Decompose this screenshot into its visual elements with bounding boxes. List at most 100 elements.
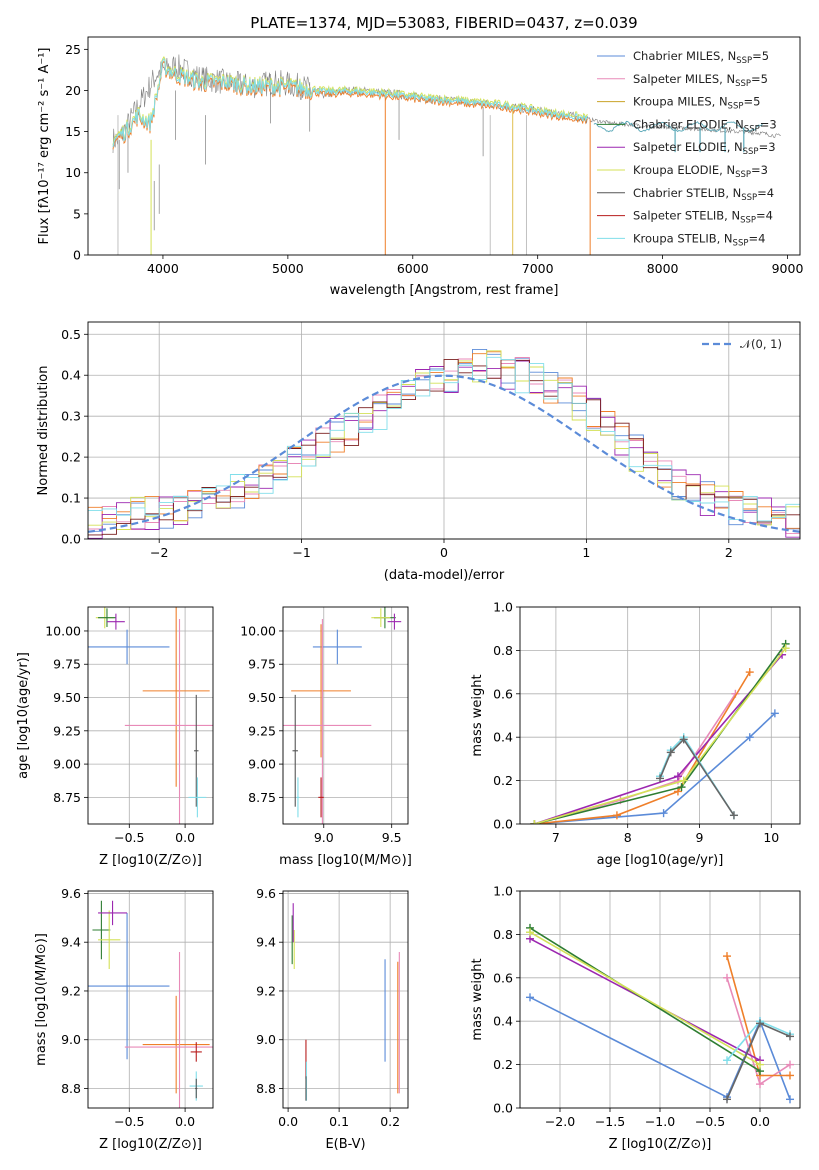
legend-entry: Kroupa ELODIE, NSSP=3: [633, 163, 768, 180]
x-axis-label: Z [log10(Z/Z⊙)]: [99, 853, 202, 868]
y-tick-label: 9.00: [248, 757, 276, 772]
x-tick-label: −2: [150, 545, 168, 560]
y-tick-label: 9.6: [256, 886, 276, 901]
y-tick-label: 8.8: [61, 1081, 81, 1096]
age-vs-Z-points: [88, 607, 213, 824]
y-tick-label: 0.4: [493, 1014, 513, 1029]
x-tick-label: 8000: [647, 261, 679, 276]
mass-weight-vs-age-axes: [516, 606, 800, 828]
residual-histograms: [88, 348, 800, 539]
x-tick-label: 7000: [522, 261, 554, 276]
residual-legend: 𝒩(0, 1): [702, 337, 782, 351]
model-spectrum-cyan: [112, 57, 588, 148]
x-tick-label: 9: [696, 830, 704, 845]
mass-vs-ebv-points: [291, 903, 400, 1101]
y-tick-label: 0.2: [493, 1057, 513, 1072]
y-tick-label: 9.25: [248, 723, 276, 738]
y-axis-label: mass weight: [470, 674, 485, 756]
mass-vs-Z-axes: [84, 891, 213, 1112]
y-tick-label: 9.2: [61, 983, 81, 998]
y-tick-label: 9.50: [53, 690, 81, 705]
y-tick-label: 9.00: [53, 757, 81, 772]
y-axis-label: mass weight: [470, 958, 485, 1040]
mass-weight-vs-Z-frame: [519, 890, 801, 1109]
model-spectrum-tail: [593, 120, 763, 133]
y-tick-label: 0.2: [61, 450, 81, 465]
spectrum-lines: [112, 54, 781, 255]
age-vs-mass-frame: [282, 606, 409, 825]
x-tick-label: 2: [725, 545, 733, 560]
x-tick-label: 9.0: [314, 830, 334, 845]
weight-line: [529, 931, 761, 1066]
legend-entry: Chabrier ELODIE, NSSP=3: [633, 117, 777, 134]
legend-entry: Salpeter STELIB, NSSP=4: [633, 209, 773, 226]
weight-line: [529, 996, 791, 1100]
x-tick-label: 0.2: [380, 1114, 400, 1129]
x-tick-label: 9.5: [382, 830, 402, 845]
weight-line: [534, 643, 787, 824]
spectrum-legend: Chabrier MILES, NSSP=5 Salpeter MILES, NS…: [597, 49, 777, 248]
age-vs-mass-points: [283, 607, 402, 824]
x-tick-label: −1.5: [595, 1114, 625, 1129]
x-tick-label: 1: [582, 545, 590, 560]
x-axis-label: wavelength [Angstrom, rest frame]: [330, 283, 559, 298]
y-tick-label: 9.50: [248, 690, 276, 705]
mass-weight-vs-Z-lines: [526, 923, 794, 1104]
y-tick-label: 10.00: [45, 623, 81, 638]
y-tick-label: 0.0: [61, 532, 81, 547]
x-tick-label: 0.1: [329, 1114, 349, 1129]
x-axis-label: age [log10(age/yr)]: [597, 853, 724, 868]
histogram-step: [88, 360, 800, 539]
age-vs-Z-axes: [84, 607, 213, 828]
y-tick-label: 0.2: [493, 773, 513, 788]
age-vs-Z-frame: [87, 606, 214, 825]
x-tick-label: −0.5: [114, 1114, 144, 1129]
mass-weight-vs-Z-axes: [516, 890, 800, 1112]
y-tick-label: 8.75: [248, 790, 276, 805]
legend-entry: Chabrier STELIB, NSSP=4: [633, 186, 774, 203]
y-tick-label: 15: [65, 124, 81, 139]
y-tick-label: 9.6: [61, 886, 81, 901]
model-spectrum-orange: [112, 60, 588, 150]
y-tick-label: 9.4: [61, 935, 81, 950]
x-tick-label: −1.0: [645, 1114, 675, 1129]
x-tick-label: −0.5: [114, 830, 144, 845]
x-axis-label: (data-model)/error: [384, 568, 505, 583]
y-tick-label: 0.3: [61, 409, 81, 424]
x-tick-label: 0.0: [750, 1114, 770, 1129]
y-tick-label: 9.2: [256, 983, 276, 998]
weight-line: [529, 927, 761, 1072]
legend-entry: Salpeter ELODIE, NSSP=3: [633, 140, 776, 157]
x-tick-label: −2.0: [545, 1114, 575, 1129]
legend-entry: 𝒩(0, 1): [740, 337, 782, 351]
spectrum-frame: [87, 36, 801, 256]
x-tick-label: 8: [624, 830, 632, 845]
y-tick-label: 9.75: [248, 657, 276, 672]
y-axis-label: Flux [fλ10⁻¹⁷ erg cm⁻² s⁻¹ A⁻¹]: [37, 48, 52, 245]
y-tick-label: 8.8: [256, 1081, 276, 1096]
legend-entry: Chabrier MILES, NSSP=5: [633, 49, 769, 66]
y-tick-label: 0.0: [493, 1101, 513, 1116]
y-tick-label: 0.6: [493, 686, 513, 701]
mass-weight-vs-age-frame: [519, 606, 801, 825]
y-tick-label: 0.4: [61, 368, 81, 383]
y-tick-label: 10.00: [240, 623, 276, 638]
weight-line: [534, 671, 751, 824]
x-tick-label: 7: [552, 830, 560, 845]
y-tick-label: 9.4: [256, 935, 276, 950]
y-tick-label: 0.5: [61, 327, 81, 342]
legend-entry: Salpeter MILES, NSSP=5: [633, 72, 768, 89]
weight-line: [726, 955, 790, 1077]
y-tick-label: 9.0: [61, 1032, 81, 1047]
y-tick-label: 0.4: [493, 730, 513, 745]
y-tick-label: 9.0: [256, 1032, 276, 1047]
y-tick-label: 9.25: [53, 723, 81, 738]
y-tick-label: 5: [73, 206, 81, 221]
weight-line: [534, 712, 776, 824]
mass-vs-Z-frame: [87, 890, 214, 1109]
mass-weight-vs-age-lines: [530, 639, 790, 824]
x-axis-label: mass [log10(M/M⊙)]: [279, 853, 412, 868]
y-tick-label: 1.0: [493, 600, 513, 615]
mass-vs-ebv-axes: [279, 891, 408, 1112]
